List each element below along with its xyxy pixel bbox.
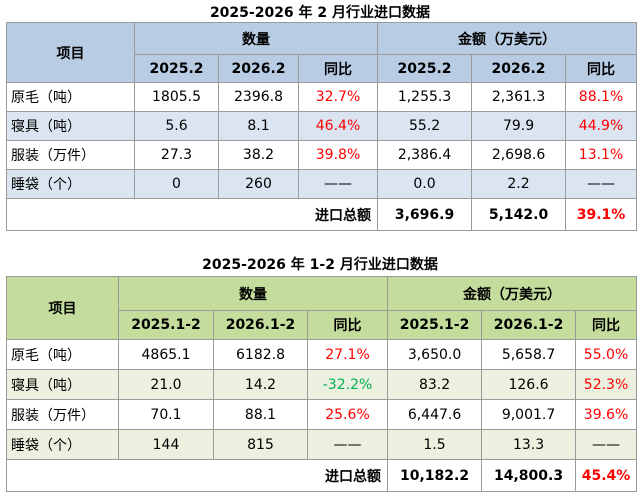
table-row: 寝具（吨） 5.6 8.1 46.4% 55.2 79.9 44.9% (7, 112, 637, 141)
cell: 0.0 (378, 170, 472, 199)
cell: 55.2 (378, 112, 472, 141)
yoy-cell: 44.9% (566, 112, 637, 141)
cell: 70.1 (119, 400, 214, 430)
total-cell: 10,182.2 (388, 460, 482, 492)
cell: 21.0 (119, 370, 214, 400)
cell: 6,447.6 (388, 400, 482, 430)
col-header: 同比 (308, 311, 388, 340)
yoy-cell: 39.8% (299, 141, 378, 170)
cell: 6182.8 (214, 340, 308, 370)
total-yoy-cell: 45.4% (576, 460, 637, 492)
row-label: 服装（万件） (7, 141, 135, 170)
import-table-february: 项目 数量 金额（万美元） 2025.2 2026.2 同比 2025.2 20… (6, 22, 637, 231)
row-label: 寝具（吨） (7, 370, 119, 400)
quantity-header: 数量 (119, 277, 388, 311)
row-label: 原毛（吨） (7, 83, 135, 112)
col-header: 2025.1-2 (119, 311, 214, 340)
cell: 0 (135, 170, 219, 199)
yoy-cell: 25.6% (308, 400, 388, 430)
cell: 2,361.3 (472, 83, 566, 112)
cell: 1,255.3 (378, 83, 472, 112)
total-row: 进口总额 10,182.2 14,800.3 45.4% (7, 460, 637, 492)
cell: 2,386.4 (378, 141, 472, 170)
cell: 2.2 (472, 170, 566, 199)
amount-header: 金额（万美元） (378, 23, 637, 55)
yoy-cell: 52.3% (576, 370, 637, 400)
cell: 27.3 (135, 141, 219, 170)
total-cell: 14,800.3 (482, 460, 576, 492)
col-header: 2025.2 (378, 55, 472, 83)
col-header: 2025.1-2 (388, 311, 482, 340)
cell: 144 (119, 430, 214, 460)
table-row: 原毛（吨） 1805.5 2396.8 32.7% 1,255.3 2,361.… (7, 83, 637, 112)
yoy-cell: —— (308, 430, 388, 460)
yoy-cell: 13.1% (566, 141, 637, 170)
total-cell: 3,696.9 (378, 199, 472, 231)
table2-title: 2025-2026 年 1-2 月行业进口数据 (0, 256, 640, 274)
total-label: 进口总额 (7, 460, 388, 492)
cell: 5,658.7 (482, 340, 576, 370)
total-label: 进口总额 (7, 199, 378, 231)
cell: 3,650.0 (388, 340, 482, 370)
table1-title: 2025-2026 年 2 月行业进口数据 (0, 4, 640, 22)
item-header: 项目 (7, 23, 135, 83)
col-header: 2026.2 (219, 55, 299, 83)
table-row: 睡袋（个） 0 260 —— 0.0 2.2 —— (7, 170, 637, 199)
table-row: 原毛（吨） 4865.1 6182.8 27.1% 3,650.0 5,658.… (7, 340, 637, 370)
quantity-header: 数量 (135, 23, 378, 55)
cell: 2396.8 (219, 83, 299, 112)
col-header: 2025.2 (135, 55, 219, 83)
row-label: 寝具（吨） (7, 112, 135, 141)
row-label: 睡袋（个） (7, 430, 119, 460)
cell: 2,698.6 (472, 141, 566, 170)
cell: 9,001.7 (482, 400, 576, 430)
col-header: 同比 (566, 55, 637, 83)
row-label: 原毛（吨） (7, 340, 119, 370)
yoy-cell: —— (576, 430, 637, 460)
yoy-cell: 88.1% (566, 83, 637, 112)
cell: 1.5 (388, 430, 482, 460)
row-label: 睡袋（个） (7, 170, 135, 199)
col-header: 同比 (576, 311, 637, 340)
table-row: 睡袋（个） 144 815 —— 1.5 13.3 —— (7, 430, 637, 460)
cell: 13.3 (482, 430, 576, 460)
yoy-cell: 55.0% (576, 340, 637, 370)
total-row: 进口总额 3,696.9 5,142.0 39.1% (7, 199, 637, 231)
col-header: 2026.1-2 (214, 311, 308, 340)
col-header: 同比 (299, 55, 378, 83)
yoy-cell: 46.4% (299, 112, 378, 141)
cell: 5.6 (135, 112, 219, 141)
cell: 8.1 (219, 112, 299, 141)
yoy-cell: -32.2% (308, 370, 388, 400)
total-cell: 5,142.0 (472, 199, 566, 231)
yoy-cell: —— (566, 170, 637, 199)
yoy-cell: 39.6% (576, 400, 637, 430)
table-row: 服装（万件） 70.1 88.1 25.6% 6,447.6 9,001.7 3… (7, 400, 637, 430)
cell: 126.6 (482, 370, 576, 400)
cell: 815 (214, 430, 308, 460)
cell: 79.9 (472, 112, 566, 141)
cell: 88.1 (214, 400, 308, 430)
import-table-jan-feb: 项目 数量 金额（万美元） 2025.1-2 2026.1-2 同比 2025.… (6, 276, 637, 492)
item-header: 项目 (7, 277, 119, 340)
yoy-cell: 32.7% (299, 83, 378, 112)
cell: 38.2 (219, 141, 299, 170)
col-header: 2026.1-2 (482, 311, 576, 340)
cell: 260 (219, 170, 299, 199)
cell: 4865.1 (119, 340, 214, 370)
table-row: 服装（万件） 27.3 38.2 39.8% 2,386.4 2,698.6 1… (7, 141, 637, 170)
cell: 1805.5 (135, 83, 219, 112)
total-yoy-cell: 39.1% (566, 199, 637, 231)
yoy-cell: 27.1% (308, 340, 388, 370)
yoy-cell: —— (299, 170, 378, 199)
col-header: 2026.2 (472, 55, 566, 83)
cell: 14.2 (214, 370, 308, 400)
row-label: 服装（万件） (7, 400, 119, 430)
cell: 83.2 (388, 370, 482, 400)
table-row: 寝具（吨） 21.0 14.2 -32.2% 83.2 126.6 52.3% (7, 370, 637, 400)
amount-header: 金额（万美元） (388, 277, 637, 311)
